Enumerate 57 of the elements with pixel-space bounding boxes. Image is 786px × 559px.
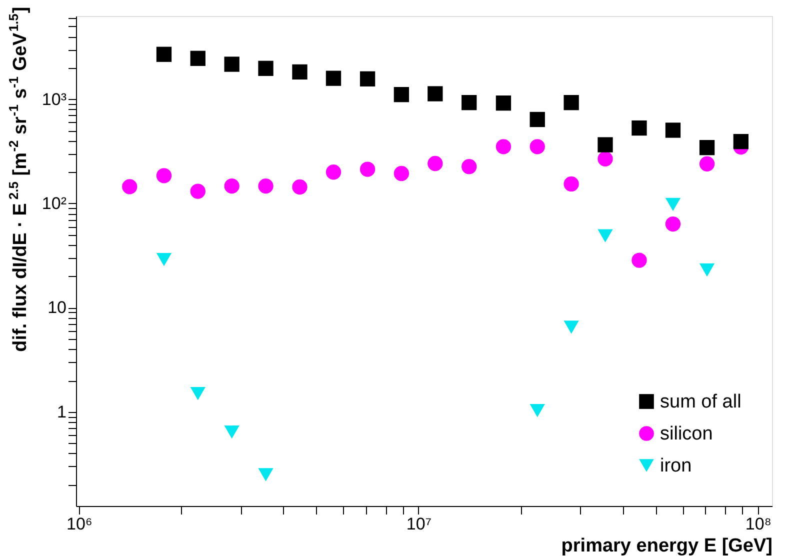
point [360,162,376,177]
point [292,64,308,80]
point [665,216,681,232]
legend-label: iron [660,456,692,476]
point [428,86,443,102]
point [394,86,410,102]
text: dif. flux dI/dE · E2.5 [m-2 sr-1 s-1 GeV1.5] [6,6,31,352]
x-tick-label: 10⁷ [406,514,432,534]
point [632,252,647,268]
point [665,122,681,138]
point [632,120,647,136]
point [224,178,240,194]
y-tick-label: 10³ [42,90,67,109]
point [156,46,172,62]
point [190,184,206,199]
point [190,50,206,66]
legend-label: sum of all [660,392,742,412]
point [564,176,579,192]
point [496,139,512,154]
point [326,164,342,180]
point [462,94,477,110]
point [665,198,681,211]
point [394,166,410,182]
point [258,60,274,76]
point [292,179,308,195]
point [598,229,613,242]
x-tick-label: 10⁶ [66,514,92,534]
point [530,404,545,418]
point [496,95,512,111]
point [224,426,240,439]
point [156,252,172,266]
y-tick-label: 10² [42,194,67,213]
point [258,468,274,482]
point [530,112,545,128]
point [224,56,240,72]
x-tick-label: 10⁸ [745,514,772,534]
point [598,137,613,152]
point [156,168,172,184]
point [699,140,715,156]
point [122,179,138,194]
point [564,94,579,110]
point [190,386,206,400]
y-tick-label: 10 [48,298,66,318]
point [428,156,443,172]
point [564,320,579,334]
point [462,159,477,174]
point [699,156,715,172]
point [258,178,274,194]
point [733,134,749,150]
x-axis-title: primary energy E [GeV] [561,536,772,556]
point [699,263,715,277]
point [598,151,613,166]
y-tick-label: 1 [57,402,66,422]
legend-label: silicon [660,424,713,444]
point [360,71,376,86]
point [530,139,545,154]
point [326,70,342,86]
